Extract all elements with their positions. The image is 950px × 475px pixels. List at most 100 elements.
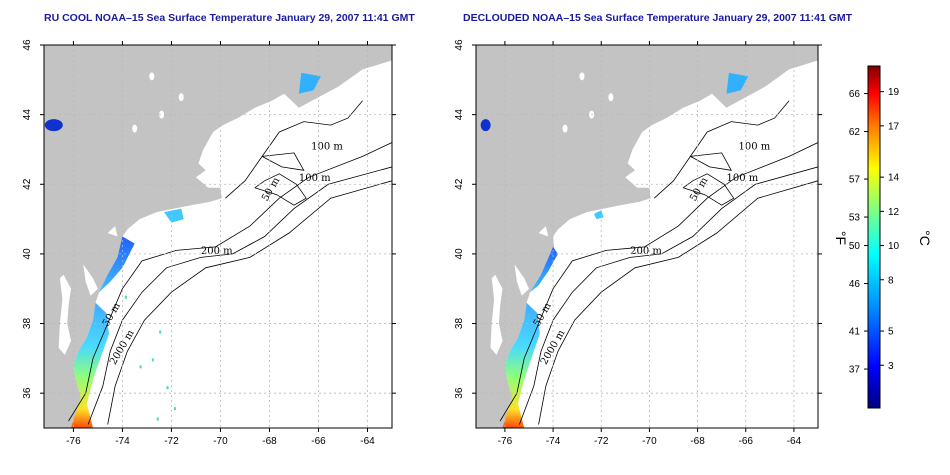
colorbar-gradient bbox=[867, 65, 881, 409]
fahrenheit-tick-label: 53 bbox=[849, 213, 861, 224]
y-tick-label: 42 bbox=[454, 178, 465, 190]
y-tick-label: 38 bbox=[454, 318, 465, 330]
celsius-tick-label: 12 bbox=[888, 207, 900, 218]
bathymetry-contour-4 bbox=[254, 173, 307, 206]
sst-lake-patch bbox=[44, 119, 63, 132]
bathymetry-contour-5 bbox=[261, 152, 305, 171]
bathymetry-contour-1 bbox=[87, 166, 392, 425]
bathymetry-contour-4 bbox=[682, 173, 735, 206]
map-frame bbox=[475, 44, 819, 429]
sst-coastal-plume bbox=[71, 302, 109, 428]
land-mass bbox=[44, 45, 392, 428]
inland-bay-0 bbox=[490, 274, 503, 355]
inland-bay-2 bbox=[538, 226, 549, 237]
fahrenheit-tick-label: 66 bbox=[849, 89, 861, 100]
fahrenheit-tick-label: 57 bbox=[849, 175, 861, 186]
x-tick-label: -72 bbox=[164, 436, 179, 447]
fahrenheit-tick-label: 62 bbox=[849, 127, 861, 138]
sst-noise-3 bbox=[173, 407, 176, 411]
celsius-tick-label: 10 bbox=[888, 241, 900, 252]
fahrenheit-tick-label: 50 bbox=[849, 241, 861, 252]
x-tick-label: -66 bbox=[739, 436, 754, 447]
celsius-tick-label: 14 bbox=[888, 173, 900, 184]
sst-noise-1 bbox=[151, 358, 154, 362]
celsius-tick-label: 3 bbox=[888, 361, 894, 372]
contour-label: 50 m bbox=[688, 175, 710, 203]
contour-label: 50 m bbox=[260, 175, 282, 203]
x-tick-label: -72 bbox=[594, 436, 609, 447]
bathymetry-contour-2 bbox=[538, 180, 818, 425]
land-mass bbox=[476, 45, 818, 428]
fahrenheit-unit-label: °F bbox=[833, 231, 849, 245]
map-title-right: DECLOUDED NOAA–15 Sea Surface Temperatur… bbox=[463, 12, 853, 24]
x-tick-label: -74 bbox=[546, 436, 561, 447]
y-tick-label: 42 bbox=[22, 178, 33, 190]
contour-label: 100 m bbox=[311, 141, 343, 152]
lake-3 bbox=[132, 124, 138, 133]
x-tick-label: -70 bbox=[642, 436, 657, 447]
y-tick-label: 44 bbox=[22, 109, 33, 121]
x-tick-label: -70 bbox=[213, 436, 228, 447]
bathymetry-contour-3 bbox=[653, 100, 790, 199]
contour-label: 200 m bbox=[201, 246, 233, 257]
x-tick-label: -64 bbox=[787, 436, 802, 447]
x-tick-label: -66 bbox=[311, 436, 326, 447]
bathymetry-contour-2 bbox=[107, 180, 392, 425]
y-tick-label: 46 bbox=[454, 39, 465, 51]
sst-fundy-patch bbox=[298, 72, 321, 94]
celsius-tick-label: 5 bbox=[888, 327, 894, 338]
x-tick-label: -68 bbox=[262, 436, 277, 447]
sst-noise-2 bbox=[166, 386, 169, 390]
y-tick-label: 36 bbox=[22, 387, 33, 399]
map-title-left: RU COOL NOAA–15 Sea Surface Temperature … bbox=[44, 12, 415, 24]
y-tick-label: 44 bbox=[454, 109, 465, 121]
fahrenheit-tick-label: 41 bbox=[849, 327, 861, 338]
celsius-tick-label: 19 bbox=[888, 87, 900, 98]
y-tick-label: 36 bbox=[454, 387, 465, 399]
bathymetry-contour-0 bbox=[68, 142, 392, 422]
contour-label: 100 m bbox=[726, 173, 758, 184]
x-tick-label: -74 bbox=[115, 436, 130, 447]
inland-bay-1 bbox=[514, 264, 529, 296]
lake-3 bbox=[562, 124, 568, 133]
sst-lake-patch bbox=[480, 119, 491, 132]
bathymetry-contour-5 bbox=[690, 152, 733, 171]
x-tick-label: -76 bbox=[66, 436, 81, 447]
contour-label: 100 m bbox=[739, 141, 771, 152]
fahrenheit-tick-label: 46 bbox=[849, 279, 861, 290]
sst-fundy-patch bbox=[726, 72, 749, 94]
x-tick-label: -68 bbox=[690, 436, 705, 447]
y-tick-label: 40 bbox=[454, 248, 465, 260]
sst-noise-0 bbox=[159, 330, 162, 334]
sst-coastal-strip bbox=[99, 236, 135, 293]
sst-coastal-plume bbox=[502, 302, 540, 428]
contour-label: 100 m bbox=[299, 173, 331, 184]
bathymetry-contour-0 bbox=[499, 142, 818, 422]
sst-sound-patch bbox=[594, 210, 604, 220]
sst-noise-5 bbox=[139, 365, 142, 369]
y-tick-label: 38 bbox=[22, 318, 33, 330]
x-tick-label: -76 bbox=[498, 436, 513, 447]
celsius-unit-label: °C bbox=[917, 230, 933, 246]
y-tick-label: 46 bbox=[22, 39, 33, 51]
x-tick-label: -64 bbox=[360, 436, 375, 447]
sst-noise-4 bbox=[156, 417, 159, 421]
lake-0 bbox=[149, 72, 155, 81]
celsius-tick-label: 8 bbox=[888, 275, 894, 286]
sst-noise-6 bbox=[124, 295, 127, 299]
inland-bay-1 bbox=[83, 264, 98, 296]
sst-sound-patch bbox=[164, 208, 184, 223]
inland-bay-2 bbox=[107, 226, 118, 237]
lake-1 bbox=[608, 93, 614, 102]
lake-0 bbox=[579, 72, 585, 81]
map-frame bbox=[43, 44, 393, 429]
y-tick-label: 40 bbox=[22, 248, 33, 260]
bathymetry-contour-1 bbox=[519, 166, 818, 425]
bathymetry-contour-3 bbox=[225, 100, 363, 199]
inland-bay-0 bbox=[58, 274, 71, 355]
lake-1 bbox=[178, 93, 184, 102]
